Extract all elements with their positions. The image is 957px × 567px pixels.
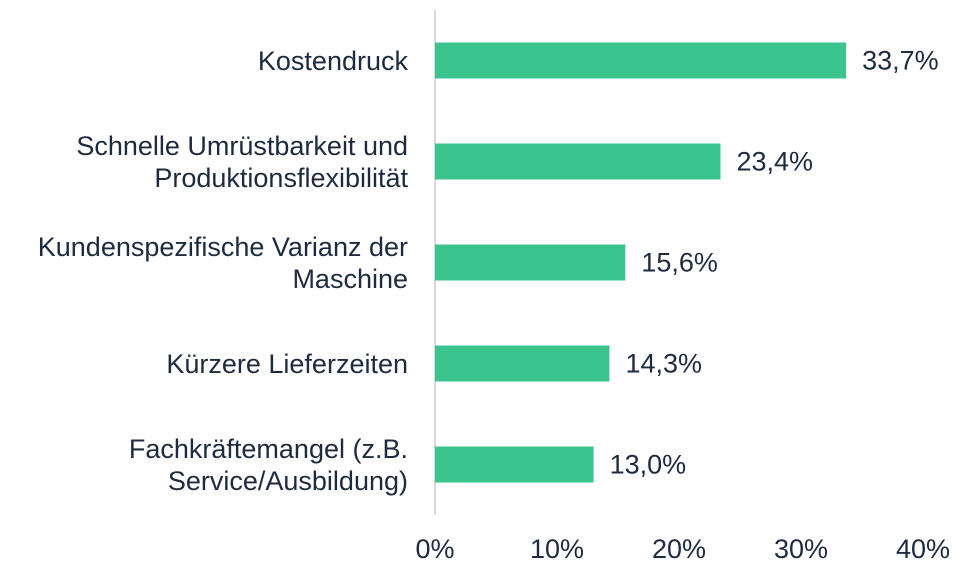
x-tick-label: 10% bbox=[530, 534, 584, 564]
x-tick-label: 20% bbox=[652, 534, 706, 564]
bar bbox=[435, 345, 610, 382]
value-label: 33,7% bbox=[862, 46, 939, 76]
bar bbox=[435, 143, 721, 180]
bar bbox=[435, 446, 594, 483]
x-tick-label: 40% bbox=[896, 534, 950, 564]
bar bbox=[435, 42, 847, 79]
value-label: 15,6% bbox=[641, 248, 718, 278]
value-label: 13,0% bbox=[610, 450, 687, 480]
category-label: Kürzere Lieferzeiten bbox=[166, 348, 408, 379]
x-tick-label: 0% bbox=[415, 534, 454, 564]
value-label: 14,3% bbox=[625, 349, 702, 379]
x-tick-label: 30% bbox=[774, 534, 828, 564]
category-label: Fachkräftemangel (z.B. Service/Ausbildun… bbox=[128, 433, 408, 496]
value-label: 23,4% bbox=[736, 147, 813, 177]
category-label: Kundenspezifische Varianz der Maschine bbox=[37, 231, 408, 294]
category-label: Kostendruck bbox=[257, 45, 408, 76]
bar bbox=[435, 244, 626, 281]
category-label: Schnelle Umrüstbarkeit und Produktionsfl… bbox=[76, 130, 408, 193]
